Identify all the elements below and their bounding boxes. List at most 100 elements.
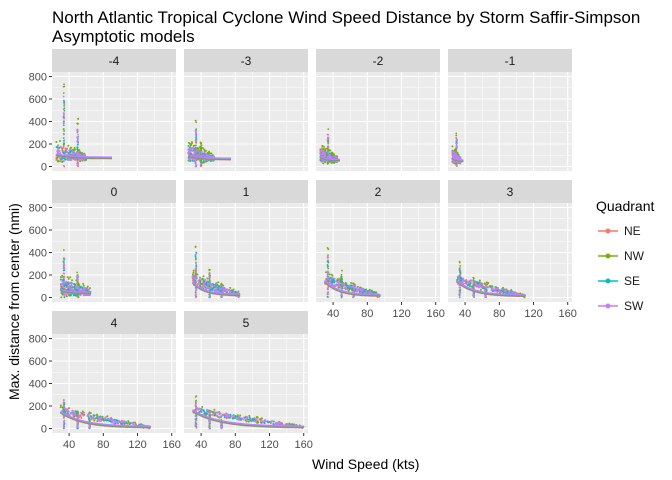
- data-point: [62, 402, 65, 404]
- data-point: [356, 285, 359, 288]
- data-point: [327, 128, 330, 131]
- data-point: [63, 264, 66, 267]
- data-point: [67, 282, 70, 285]
- data-point: [59, 278, 62, 281]
- data-point: [200, 283, 203, 286]
- data-point: [71, 409, 74, 412]
- data-point: [205, 152, 208, 155]
- data-point: [109, 420, 112, 423]
- data-point: [485, 287, 488, 290]
- data-point: [199, 142, 202, 145]
- data-point: [333, 277, 336, 280]
- data-point: [457, 278, 460, 281]
- data-point: [132, 423, 135, 426]
- data-point: [192, 271, 195, 274]
- data-point: [63, 103, 66, 106]
- data-point: [208, 421, 211, 424]
- data-point: [238, 418, 241, 421]
- data-point: [223, 413, 226, 416]
- data-point: [76, 281, 79, 284]
- data-point: [195, 287, 198, 290]
- data-point: [503, 290, 506, 293]
- data-point: [368, 290, 371, 293]
- x-tick-label: 160: [427, 308, 445, 320]
- data-point: [208, 424, 211, 426]
- data-point: [352, 284, 355, 287]
- data-point: [197, 279, 200, 282]
- data-point: [203, 148, 206, 151]
- data-point: [73, 415, 76, 418]
- data-point: [76, 285, 79, 288]
- data-point: [213, 286, 216, 289]
- data-point: [83, 287, 86, 290]
- data-point: [192, 145, 195, 148]
- data-point: [189, 147, 192, 150]
- data-point: [67, 158, 70, 161]
- data-point: [508, 290, 511, 293]
- legend-item-sw: SW: [596, 295, 666, 317]
- data-point: [222, 284, 225, 287]
- data-point: [506, 289, 509, 292]
- data-point: [473, 294, 476, 297]
- data-point: [208, 427, 211, 430]
- data-point: [75, 154, 78, 157]
- data-point: [210, 284, 213, 287]
- data-point: [461, 280, 464, 283]
- data-point: [209, 293, 212, 296]
- data-point: [187, 152, 190, 155]
- data-point: [99, 415, 102, 418]
- data-point: [80, 158, 83, 161]
- data-point: [327, 248, 330, 250]
- model-curve-sw: [451, 156, 464, 161]
- data-point: [189, 159, 192, 162]
- data-point: [70, 285, 73, 288]
- data-point: [362, 287, 365, 290]
- data-point: [331, 151, 334, 154]
- data-point: [274, 422, 277, 425]
- data-point: [458, 291, 461, 294]
- data-point: [187, 144, 190, 147]
- data-point: [340, 294, 343, 297]
- data-point: [62, 143, 65, 146]
- data-point: [233, 417, 236, 420]
- data-point: [220, 426, 223, 429]
- data-point: [195, 399, 197, 402]
- data-point: [454, 154, 457, 157]
- data-point: [194, 159, 197, 162]
- data-point: [63, 267, 65, 269]
- data-point: [459, 269, 462, 272]
- data-point: [116, 421, 119, 424]
- data-point: [60, 296, 63, 299]
- legend-item-ne: NE: [596, 220, 666, 242]
- data-point: [501, 290, 504, 293]
- legend-label-se: SE: [624, 274, 641, 288]
- data-point: [83, 411, 86, 414]
- data-point: [68, 284, 71, 287]
- data-point: [109, 417, 112, 420]
- data-point: [205, 149, 208, 152]
- data-point: [63, 133, 65, 136]
- y-tick-label: 400: [29, 379, 47, 391]
- data-point: [195, 121, 198, 124]
- data-point: [191, 146, 194, 149]
- data-point: [64, 158, 67, 161]
- data-point: [60, 283, 63, 286]
- data-point: [463, 279, 466, 282]
- data-point: [76, 146, 79, 149]
- data-point: [321, 144, 324, 147]
- data-point: [209, 276, 211, 279]
- data-point: [93, 414, 96, 417]
- data-point: [511, 291, 514, 294]
- data-point: [325, 271, 328, 274]
- data-point: [82, 284, 85, 287]
- data-point: [462, 277, 465, 280]
- data-point: [458, 294, 461, 297]
- data-point: [212, 286, 215, 289]
- data-point: [459, 265, 462, 267]
- chart-title-line2: Asymptotic models: [52, 27, 195, 46]
- data-point: [216, 411, 219, 414]
- data-point: [77, 296, 80, 299]
- data-point: [73, 282, 76, 285]
- data-point: [195, 262, 197, 264]
- data-point: [479, 288, 482, 291]
